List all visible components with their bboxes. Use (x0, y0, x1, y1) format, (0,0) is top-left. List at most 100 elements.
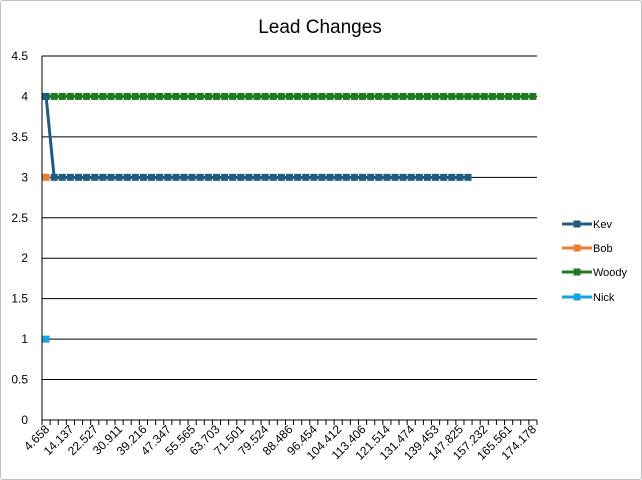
series-woody (42, 92, 537, 100)
data-point (156, 173, 164, 181)
data-point (326, 173, 334, 181)
data-point (318, 173, 326, 181)
data-point (350, 92, 358, 100)
data-point (334, 92, 342, 100)
y-tick-label: 2.5 (11, 211, 28, 225)
data-point (415, 173, 423, 181)
data-point (496, 92, 504, 100)
data-point (50, 92, 58, 100)
data-point (229, 173, 237, 181)
legend-swatch-marker (573, 244, 581, 252)
data-point (529, 92, 537, 100)
legend-item-bob: Bob (562, 243, 613, 255)
data-point (66, 173, 74, 181)
data-point (448, 173, 456, 181)
data-point (375, 173, 383, 181)
data-point (359, 92, 367, 100)
data-point (464, 92, 472, 100)
data-point (286, 92, 293, 100)
series-kev (42, 92, 472, 181)
data-point (188, 173, 196, 181)
data-point (440, 92, 448, 100)
data-point (212, 173, 220, 181)
data-point (367, 92, 375, 100)
data-point (342, 173, 350, 181)
data-point (50, 173, 58, 181)
data-point (480, 92, 488, 100)
y-tick-label: 4 (21, 89, 28, 103)
y-tick-label: 4.5 (11, 49, 28, 63)
y-axis-ticks: 0 0.5 1 1.5 2 2.5 3 3.5 4 4.5 (11, 49, 28, 427)
data-point (196, 92, 204, 100)
data-point (172, 92, 180, 100)
data-point (139, 173, 147, 181)
data-point (391, 173, 399, 181)
data-point (488, 92, 496, 100)
series-nick (42, 335, 50, 343)
data-point (367, 173, 375, 181)
legend-swatch-marker (573, 293, 581, 301)
data-point (123, 173, 131, 181)
data-point (139, 92, 147, 100)
data-point (107, 173, 115, 181)
legend: Kev Bob Woody Nick (562, 219, 628, 304)
data-point (204, 173, 212, 181)
data-point (180, 173, 188, 181)
data-point (415, 92, 423, 100)
data-point (91, 173, 99, 181)
data-point (286, 173, 293, 181)
data-point (261, 92, 269, 100)
data-point (407, 92, 415, 100)
data-point (513, 92, 521, 100)
data-point (58, 173, 66, 181)
data-point (310, 173, 318, 181)
data-point (399, 173, 407, 181)
data-point (75, 173, 83, 181)
data-point (294, 92, 302, 100)
y-tick-label: 3.5 (11, 130, 28, 144)
x-axis: 4.65814.13722.52730.91139.21647.34755.56… (21, 420, 539, 463)
data-point (131, 92, 139, 100)
legend-item-kev: Kev (562, 219, 612, 231)
data-point (245, 92, 253, 100)
data-point (432, 92, 440, 100)
data-point (107, 92, 115, 100)
legend-swatch-marker (573, 268, 581, 276)
data-point (91, 92, 99, 100)
data-point (423, 173, 431, 181)
data-point (407, 173, 415, 181)
data-point (42, 335, 50, 343)
data-point (359, 173, 367, 181)
data-point (448, 92, 456, 100)
data-point (221, 92, 229, 100)
data-point (302, 173, 310, 181)
data-point (253, 92, 261, 100)
data-point (383, 173, 391, 181)
data-point (58, 92, 66, 100)
data-point (253, 173, 261, 181)
data-point (115, 92, 123, 100)
data-point (164, 92, 172, 100)
data-point (318, 92, 326, 100)
data-point (164, 173, 172, 181)
data-point (229, 92, 237, 100)
data-point (440, 173, 448, 181)
data-point (221, 173, 229, 181)
data-point (245, 173, 253, 181)
data-point (342, 92, 350, 100)
data-point (212, 92, 220, 100)
data-point (326, 92, 334, 100)
data-point (66, 92, 74, 100)
data-point (188, 92, 196, 100)
data-point (123, 92, 131, 100)
data-point (334, 173, 342, 181)
legend-swatch-marker (573, 220, 581, 228)
y-tick-label: 1.5 (11, 292, 28, 306)
legend-label: Kev (593, 219, 612, 231)
legend-item-woody: Woody (562, 267, 628, 279)
data-point (294, 173, 302, 181)
data-point (310, 92, 318, 100)
data-point (237, 173, 245, 181)
